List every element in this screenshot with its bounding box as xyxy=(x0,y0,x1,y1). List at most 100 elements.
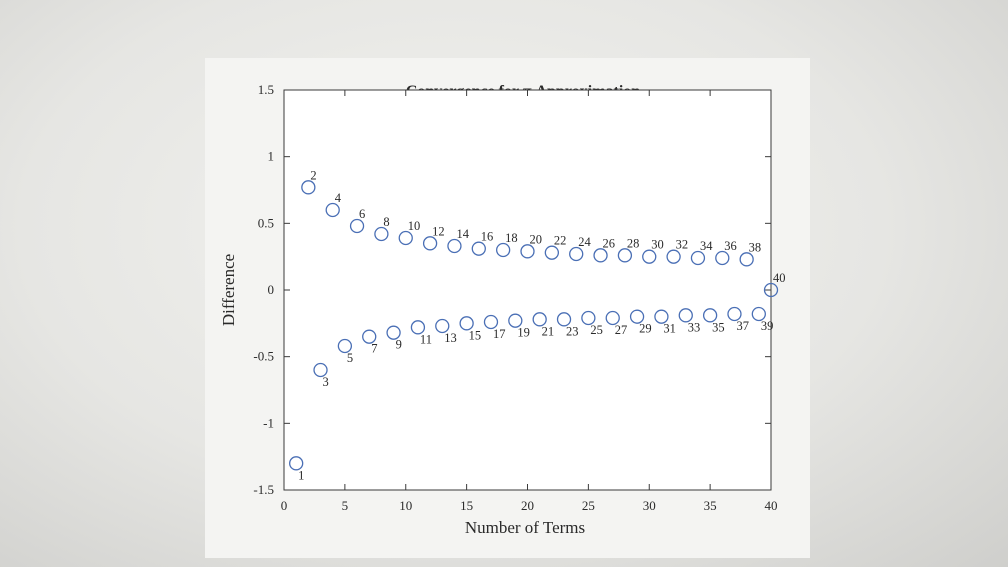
data-point-label: 21 xyxy=(542,324,555,338)
data-point xyxy=(362,329,377,344)
data-point-label: 2 xyxy=(310,168,316,182)
data-point xyxy=(751,306,766,322)
x-axis: 0 5 10 15 20 25 30 35 40 xyxy=(281,90,778,513)
data-point-label: 1 xyxy=(298,468,304,482)
y-tick-label: -0.5 xyxy=(253,349,274,364)
data-point xyxy=(581,310,596,326)
x-tick-label: 35 xyxy=(704,498,717,513)
data-point xyxy=(483,314,499,330)
plot-area xyxy=(283,89,772,491)
y-tick-label: 1.5 xyxy=(258,82,274,97)
data-point-label: 23 xyxy=(566,324,579,338)
data-point-label: 8 xyxy=(383,215,389,229)
data-point xyxy=(398,230,413,246)
data-point-label: 30 xyxy=(651,238,664,252)
y-tick-label: 0 xyxy=(268,282,275,297)
data-point xyxy=(654,309,669,324)
data-point xyxy=(605,310,620,326)
data-point-label: 12 xyxy=(432,224,445,238)
data-point-label: 29 xyxy=(639,322,652,336)
data-point-label: 19 xyxy=(517,326,530,340)
y-tick-label: 0.5 xyxy=(258,215,274,230)
data-point xyxy=(325,202,340,218)
data-point xyxy=(422,236,438,251)
data-point xyxy=(435,318,450,334)
data-point-label: 3 xyxy=(323,375,329,389)
data-point-label: 31 xyxy=(663,322,676,336)
data-point xyxy=(471,241,486,256)
data-point-label: 18 xyxy=(505,231,518,245)
x-tick-label: 40 xyxy=(765,498,778,513)
data-point xyxy=(702,308,718,323)
x-tick-label: 10 xyxy=(399,498,412,513)
data-point-label: 24 xyxy=(578,235,591,249)
y-axis-label: Difference xyxy=(219,254,238,326)
y-tick-label: 1 xyxy=(268,149,275,164)
data-point xyxy=(495,242,511,258)
data-point-label: 20 xyxy=(530,232,543,246)
y-axis: -1.5 -1 -0.5 0 0.5 1 1.5 xyxy=(253,82,771,497)
data-point xyxy=(337,338,353,354)
data-point-label: 39 xyxy=(761,319,774,333)
data-point-label: 32 xyxy=(676,238,689,252)
data-point xyxy=(289,456,304,471)
data-point-label: 26 xyxy=(603,236,616,250)
data-point xyxy=(313,362,328,378)
data-point xyxy=(763,282,779,298)
x-tick-label: 20 xyxy=(521,498,534,513)
data-point-label: 25 xyxy=(590,323,603,337)
data-point-label: 16 xyxy=(481,230,494,244)
data-point xyxy=(349,218,365,234)
x-tick-label: 30 xyxy=(643,498,656,513)
data-point-label: 7 xyxy=(371,342,377,356)
data-point xyxy=(520,244,535,259)
data-point-label: 38 xyxy=(749,240,762,254)
x-axis-label: Number of Terms xyxy=(465,518,585,537)
y-tick-label: -1.5 xyxy=(253,482,274,497)
data-point-label: 37 xyxy=(736,319,749,333)
data-point-label: 11 xyxy=(420,332,432,346)
data-point xyxy=(642,249,657,264)
data-point-label: 33 xyxy=(688,320,701,334)
data-point xyxy=(727,306,742,322)
data-point xyxy=(715,250,730,266)
data-point xyxy=(629,309,645,324)
data-point xyxy=(617,248,633,263)
data-point xyxy=(739,252,754,267)
data-point-label: 4 xyxy=(335,191,342,205)
data-point xyxy=(544,245,559,260)
data-point xyxy=(508,313,523,328)
data-point xyxy=(678,308,693,323)
y-tick-label: -1 xyxy=(263,415,274,430)
data-point-label: 9 xyxy=(396,338,402,352)
data-point xyxy=(386,325,401,340)
data-point-label: 5 xyxy=(347,351,353,365)
data-point-label: 27 xyxy=(615,323,628,337)
x-tick-label: 0 xyxy=(281,498,288,513)
data-point-label: 28 xyxy=(627,236,640,250)
data-point xyxy=(459,316,474,331)
data-point-label: 40 xyxy=(773,271,786,285)
data-point xyxy=(666,249,681,264)
data-point-label: 34 xyxy=(700,239,713,253)
data-point xyxy=(532,312,547,327)
data-point-label: 22 xyxy=(554,234,567,248)
data-point-label: 36 xyxy=(724,239,737,253)
data-point xyxy=(569,246,584,262)
data-point xyxy=(374,226,389,242)
data-point xyxy=(690,250,706,266)
data-point xyxy=(593,248,608,263)
data-point xyxy=(556,312,572,327)
data-point-label: 35 xyxy=(712,320,725,334)
data-point xyxy=(301,180,316,195)
x-tick-label: 15 xyxy=(460,498,473,513)
data-point-label: 6 xyxy=(359,207,365,221)
data-point-label: 15 xyxy=(469,328,482,342)
data-point-label: 10 xyxy=(408,219,421,233)
x-tick-label: 25 xyxy=(582,498,595,513)
data-point xyxy=(447,238,462,254)
data-point-label: 13 xyxy=(444,331,457,345)
data-point-label: 17 xyxy=(493,327,506,341)
x-tick-label: 5 xyxy=(342,498,349,513)
